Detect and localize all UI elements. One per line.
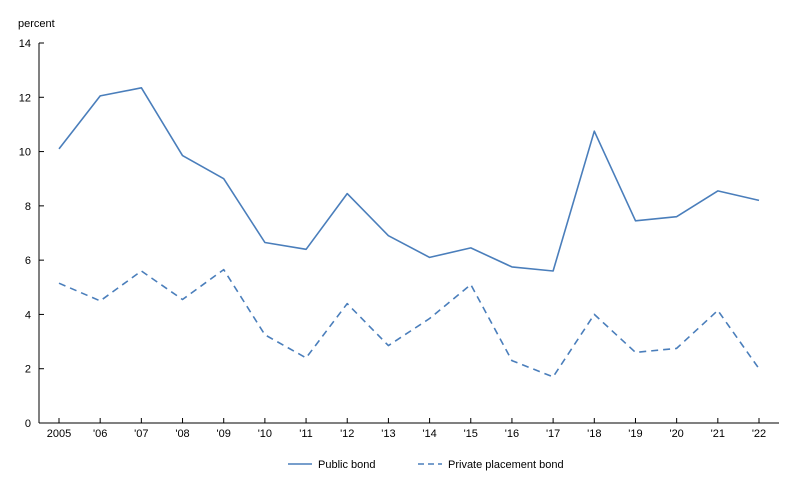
- x-tick-label: '13: [381, 428, 395, 440]
- x-tick-label: '10: [258, 428, 272, 440]
- x-tick-label: '06: [93, 428, 107, 440]
- y-tick-label: 8: [25, 201, 31, 213]
- x-tick-label: '15: [464, 428, 478, 440]
- x-tick-label: '08: [175, 428, 189, 440]
- x-tick-label: '22: [752, 428, 766, 440]
- x-tick-label: '14: [422, 428, 436, 440]
- y-axis: 0 2 4 6 8 10 12 14: [19, 38, 44, 430]
- y-tick-label: 14: [19, 38, 31, 50]
- series-lines: [58, 87, 760, 378]
- y-axis-label: percent: [18, 18, 55, 30]
- y-tick-label: 12: [19, 92, 31, 104]
- x-tick-label: '12: [340, 428, 354, 440]
- y-tick-label: 6: [25, 255, 31, 267]
- plot-frame: [38, 43, 779, 424]
- legend-label-private-placement-bond: Private placement bond: [448, 459, 564, 471]
- y-tick-label: 10: [19, 147, 31, 159]
- x-axis: 2005 '06 '07 '08 '09 '10 '11 '12 '13 '14 '15 '16 '17…: [47, 418, 766, 440]
- x-tick-label: '07: [134, 428, 148, 440]
- x-tick-label: '09: [217, 428, 231, 440]
- y-tick-label: 0: [25, 418, 31, 430]
- x-tick-label: '19: [628, 428, 642, 440]
- x-tick-label: 2005: [47, 428, 71, 440]
- x-tick-label: '16: [505, 428, 519, 440]
- y-tick-label: 4: [25, 309, 31, 321]
- legend-label-public-bond: Public bond: [318, 459, 376, 471]
- x-tick-label: '20: [669, 428, 683, 440]
- x-tick-label: '11: [299, 428, 313, 440]
- x-tick-label: '17: [546, 428, 560, 440]
- x-tick-label: '21: [711, 428, 725, 440]
- x-tick-label: '18: [587, 428, 601, 440]
- series-line-public-bond: [58, 87, 760, 272]
- legend: Public bond Private placement bond: [288, 459, 564, 471]
- series-line-private-placement-bond: [58, 268, 760, 378]
- y-tick-label: 2: [25, 364, 31, 376]
